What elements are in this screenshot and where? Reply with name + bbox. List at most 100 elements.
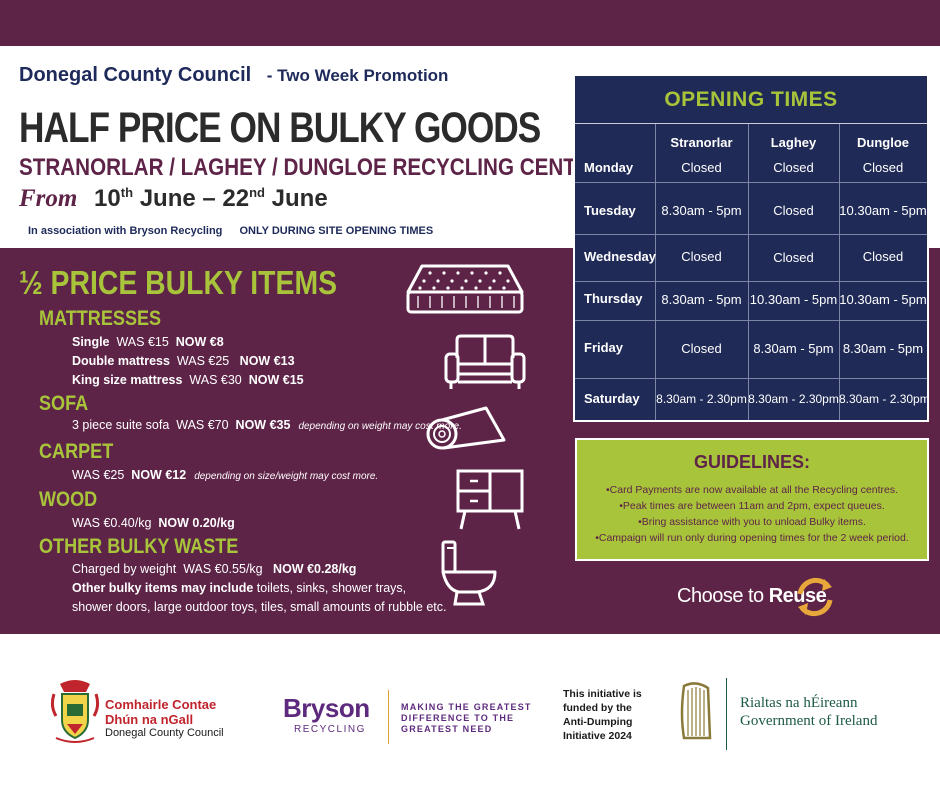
day-friday: Friday <box>584 340 624 355</box>
other-items-line-1: Other bulky items may include toilets, s… <box>72 581 406 595</box>
donegal-irish-name-1: Comhairle Contae <box>105 697 217 712</box>
time-cell: Closed <box>681 160 722 175</box>
end-month: June <box>271 185 328 212</box>
day-saturday: Saturday <box>584 391 640 406</box>
price-king: King size mattress WAS €30 NOW €15 <box>72 373 304 387</box>
half-price-title: ½ PRICE BULKY ITEMS <box>19 264 338 301</box>
include-label: Other bulky items may include <box>72 581 254 595</box>
time-cell: 8.30am - 5pm <box>661 292 742 307</box>
council-name: Donegal County Council <box>19 64 252 86</box>
time-cell: 8.30am - 5pm <box>753 341 834 356</box>
association-text: In association with Bryson Recycling <box>28 225 223 237</box>
now-price: NOW €12 <box>131 468 187 482</box>
bryson-divider <box>388 690 389 744</box>
column-divider <box>748 124 749 420</box>
time-cell: Closed <box>773 250 814 265</box>
bryson-tagline-3: GREATEST NEED <box>401 724 493 734</box>
guideline-item: •Peak times are between 11am and 2pm, ex… <box>619 500 885 512</box>
association-line: In association with Bryson Recycling ONL… <box>28 225 433 237</box>
item-name: Single <box>72 335 110 349</box>
opening-times-header: OPENING TIMES <box>575 76 927 124</box>
date-separator: – <box>202 185 216 212</box>
sofa-heading: SOFA <box>39 392 89 415</box>
from-label: From <box>19 185 78 212</box>
was-price: WAS €0.40/kg <box>72 516 152 530</box>
council-line: Donegal County Council - Two Week Promot… <box>19 64 448 87</box>
donegal-irish-name-2: Dhún na nGall <box>105 712 194 727</box>
column-divider <box>839 124 840 420</box>
opening-times-title: OPENING TIMES <box>664 88 838 111</box>
time-cell: Closed <box>862 249 904 264</box>
time-cell: 8.30am - 2.30pm <box>656 392 747 406</box>
bryson-logo-name: Bryson <box>283 693 370 723</box>
row-divider <box>575 320 927 321</box>
guidelines-box: GUIDELINES: •Card Payments are now avail… <box>575 438 929 561</box>
guideline-item: •Card Payments are now available at all … <box>606 484 898 496</box>
time-cell: Closed <box>681 249 722 264</box>
choose-to-text: Choose to <box>677 585 764 607</box>
was-price: WAS €15 <box>116 335 169 349</box>
now-price: NOW €0.28/kg <box>273 562 357 576</box>
date-range: 10th June – 22nd June <box>94 185 328 212</box>
time-cell: 10.30am - 5pm <box>749 292 838 307</box>
harp-icon <box>680 682 712 740</box>
donegal-english-name: Donegal County Council <box>105 727 224 739</box>
now-price: NOW 0.20/kg <box>158 516 235 530</box>
initiative-line-4: Initiative 2024 <box>563 730 632 742</box>
now-price: NOW €35 <box>235 418 291 432</box>
was-price: WAS €25 <box>72 468 125 482</box>
price-single: Single WAS €15 NOW €8 <box>72 335 224 349</box>
time-cell: Closed <box>773 160 814 175</box>
price-sofa: 3 piece suite sofa WAS €70 NOW €35 depend… <box>72 418 462 432</box>
start-day: 10 <box>94 185 121 212</box>
mattress-icon <box>406 264 524 314</box>
charged-label: Charged by weight <box>72 562 177 576</box>
page-title: HALF PRICE ON BULKY GOODS <box>19 104 541 152</box>
initiative-line-1: This initiative is <box>563 688 642 700</box>
promotion-label: - Two Week Promotion <box>266 66 449 85</box>
column-header-dungloe: Dungloe <box>857 135 909 150</box>
price-wood: WAS €0.40/kg NOW 0.20/kg <box>72 516 235 530</box>
time-cell: Closed <box>773 203 814 218</box>
wood-heading: WOOD <box>39 488 98 511</box>
initiative-line-3: Anti-Dumping <box>563 716 633 728</box>
include-items: toilets, sinks, shower trays, <box>256 581 407 595</box>
initiative-line-2: funded by the <box>563 702 632 714</box>
bryson-tagline-2: DIFFERENCE TO THE <box>401 713 515 723</box>
day-tuesday: Tuesday <box>584 203 636 218</box>
was-price: WAS €70 <box>176 418 229 432</box>
column-divider <box>655 124 656 420</box>
time-cell: Closed <box>681 341 722 356</box>
carpet-heading: CARPET <box>39 440 114 463</box>
day-monday: Monday <box>584 160 634 175</box>
top-band <box>0 0 940 46</box>
other-heading: OTHER BULKY WASTE <box>39 535 239 558</box>
now-price: NOW €15 <box>248 373 304 387</box>
wooden-cabinet-icon <box>456 469 524 530</box>
price-carpet: WAS €25 NOW €12 depending on size/weight … <box>72 468 378 482</box>
other-items-line-2: shower doors, large outdoor toys, tiles,… <box>72 600 447 614</box>
price-note: depending on weight may cost more. <box>298 421 462 432</box>
only-during-text: ONLY DURING SITE OPENING TIMES <box>239 225 434 237</box>
item-name: King size mattress <box>72 373 183 387</box>
item-name: Double mattress <box>72 354 170 368</box>
guideline-item: •Campaign will run only during opening t… <box>595 532 909 544</box>
reuse-arrows-icon <box>797 577 833 617</box>
opening-times-table: OPENING TIMES Stranorlar Laghey Dungloe … <box>573 74 930 422</box>
government-irish-name: Rialtas na hÉireann <box>740 695 858 711</box>
bryson-logo-sub: RECYCLING <box>294 724 366 735</box>
donegal-crest-logo <box>50 680 100 743</box>
row-divider <box>575 234 927 235</box>
carpet-roll-icon <box>426 406 506 450</box>
time-cell: 8.30am - 5pm <box>842 341 924 356</box>
sofa-icon <box>444 334 526 389</box>
end-suffix: nd <box>249 185 265 200</box>
time-cell: 8.30am - 2.30pm <box>748 392 839 406</box>
item-name: 3 piece suite sofa <box>72 418 170 432</box>
mattresses-heading: MATTRESSES <box>39 307 162 330</box>
guideline-item: •Bring assistance with you to unload Bul… <box>638 516 866 528</box>
time-cell: 10.30am - 5pm <box>839 292 927 307</box>
centres-title: STRANORLAR / LAGHEY / DUNGLOE RECYCLING … <box>19 154 619 181</box>
time-cell: 8.30am - 2.30pm <box>839 392 930 406</box>
guidelines-title: GUIDELINES: <box>693 452 810 472</box>
